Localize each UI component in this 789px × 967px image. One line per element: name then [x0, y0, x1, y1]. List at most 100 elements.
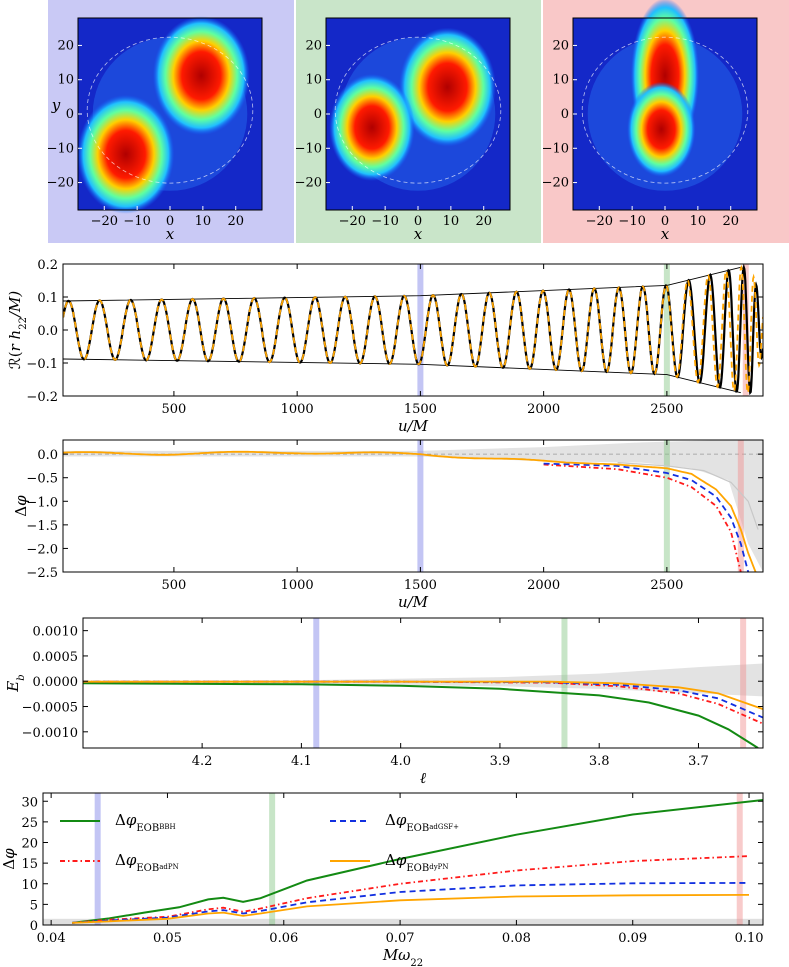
snapshot-x-tick-label: −10	[123, 214, 150, 229]
x-tick-label: 500	[162, 402, 187, 417]
y-tick-label: −1.5	[26, 519, 58, 534]
y-tick-label: −2.5	[26, 566, 58, 581]
x-tick-label: 3.7	[688, 754, 709, 769]
eob-dypn-line	[72, 894, 750, 924]
eob-dypn-line	[83, 680, 763, 710]
y-tick-label: −0.0010	[22, 726, 78, 741]
y-tick-label: 0	[30, 919, 38, 934]
axes-frame	[42, 792, 764, 926]
snapshot-y-tick-label: 10	[552, 73, 569, 88]
y-tick-label: 0.0	[37, 324, 58, 339]
snapshot-y-tick-label: −10	[295, 141, 322, 156]
legend-entry-adpn: ΔφEOBadPN	[60, 851, 179, 874]
legend-label: ΔφEOBdyPN	[385, 851, 449, 874]
eob-waveform-line	[63, 264, 763, 396]
density-contour	[581, 36, 749, 184]
legend-label: ΔφEOBadGSF+	[385, 811, 459, 834]
x-tick-label: 3.9	[490, 754, 511, 769]
snapshot-x-label: x	[414, 225, 423, 243]
snapshot-x-label: x	[166, 225, 175, 243]
eob-bbh-line	[71, 799, 763, 924]
x-tick-label: 1500	[404, 402, 437, 417]
binding-energy-panel: 4.2 4.1 4.0 3.9 3.8 3.7 −0.0010 −0.0005 0.0000 0.…	[4, 617, 764, 787]
snapshot-y-tick-label: 20	[552, 38, 569, 53]
axes-frame	[62, 439, 764, 573]
snapshot-y-tick-label: −20	[542, 176, 569, 191]
snapshot-y-tick-label: 0	[66, 107, 74, 122]
snapshot-y-tick-label: −10	[542, 141, 569, 156]
snapshot-y-tick-label: 20	[57, 38, 74, 53]
snapshot-y-label: y	[51, 96, 61, 114]
eob-dypn-line	[63, 450, 757, 572]
marker-band-red	[740, 618, 747, 748]
marker-band-blue	[417, 440, 424, 572]
x-tick-label: 2500	[650, 578, 683, 593]
x-tick-label: 4.0	[390, 754, 411, 769]
x-tick-label: 4.2	[192, 754, 213, 769]
y-tick-label: 30	[21, 795, 38, 810]
y-tick-label: −2.0	[26, 542, 58, 557]
legend: ΔφEOBBBH ΔφEOBadGSF+ ΔφEOBadPN ΔφEOBdyPN	[60, 811, 459, 874]
phase-time-panel: 500 1000 1500 2000 2500 −2.5 −2.0 −1.5 −1.0 −0.5 0…	[12, 439, 764, 611]
y-tick-label: 0.0	[37, 448, 58, 463]
y-tick-label: 25	[21, 816, 38, 831]
density-map	[325, 17, 511, 211]
axes-frame	[62, 263, 764, 397]
snapshot-y-tick-label: 0	[314, 107, 322, 122]
marker-band-green	[269, 793, 276, 925]
error-band	[63, 440, 763, 572]
x-tick-label: 1500	[404, 578, 437, 593]
star-blob	[77, 94, 175, 214]
plot-area	[63, 264, 763, 396]
phase-frequency-panel: ΔφEOBBBH ΔφEOBadGSF+ ΔφEOBadPN ΔφEOBdyPN 0.0…	[0, 792, 764, 967]
snapshot-x-tick-label: −20	[339, 214, 366, 229]
legend-entry-adgsf: ΔφEOBadGSF+	[330, 811, 459, 834]
y-tick-label: −0.1	[26, 357, 58, 372]
marker-band-green	[663, 264, 670, 396]
eob-adpn-line	[543, 463, 742, 572]
y-axis-label: Eb	[4, 674, 27, 692]
y-axis-label: Δφ	[0, 848, 18, 870]
y-tick-label: −1.0	[26, 495, 58, 510]
snapshot-x-tick-label: 0	[661, 214, 669, 229]
legend-entry-bbh: ΔφEOBBBH	[60, 811, 176, 834]
snapshot-x-tick-label: −20	[586, 214, 613, 229]
snapshot-y-tick-label: −10	[47, 141, 74, 156]
x-tick-label: 0.08	[502, 931, 531, 946]
snapshot-y-tick-label: 20	[305, 38, 322, 53]
axes-frame	[82, 617, 764, 749]
error-band	[83, 663, 763, 697]
y-tick-label: 0.0010	[33, 625, 79, 640]
error-band	[43, 918, 763, 925]
density-map	[77, 16, 263, 214]
y-tick-label: −0.0005	[22, 701, 78, 716]
legend-label: ΔφEOBadPN	[115, 851, 179, 874]
x-tick-label: 1000	[281, 402, 314, 417]
y-tick-label: 0.2	[37, 258, 58, 273]
x-axis-label: u/M	[398, 593, 429, 611]
y-axis-label: Δφ	[12, 495, 30, 517]
marker-band-green	[663, 440, 670, 572]
y-tick-label: 10	[21, 878, 38, 893]
plot-area	[43, 793, 763, 925]
snapshot-x-tick-label: 20	[475, 214, 492, 229]
x-tick-label: 2000	[527, 578, 560, 593]
marker-band-red	[737, 440, 744, 572]
y-axis-label: ℛ(r h22/M)	[6, 291, 29, 370]
x-tick-label: 0.07	[386, 931, 415, 946]
star-blob	[627, 81, 696, 177]
snapshot-x-tick-label: 20	[227, 214, 244, 229]
marker-band-blue	[417, 264, 424, 396]
x-tick-label: 500	[162, 578, 187, 593]
x-tick-label: 0.05	[153, 931, 182, 946]
snapshot-y-tick-label: −20	[47, 176, 74, 191]
y-tick-label: 0.1	[37, 291, 58, 306]
snapshot-x-tick-label: 10	[690, 214, 707, 229]
plot-area	[63, 440, 763, 572]
y-tick-label: 5	[30, 898, 38, 913]
y-tick-label: 0.0005	[33, 650, 79, 665]
snapshot-y-tick-label: 10	[305, 73, 322, 88]
density-contour	[334, 36, 502, 184]
marker-band-red	[736, 793, 743, 925]
marker-band-blue	[94, 793, 101, 925]
